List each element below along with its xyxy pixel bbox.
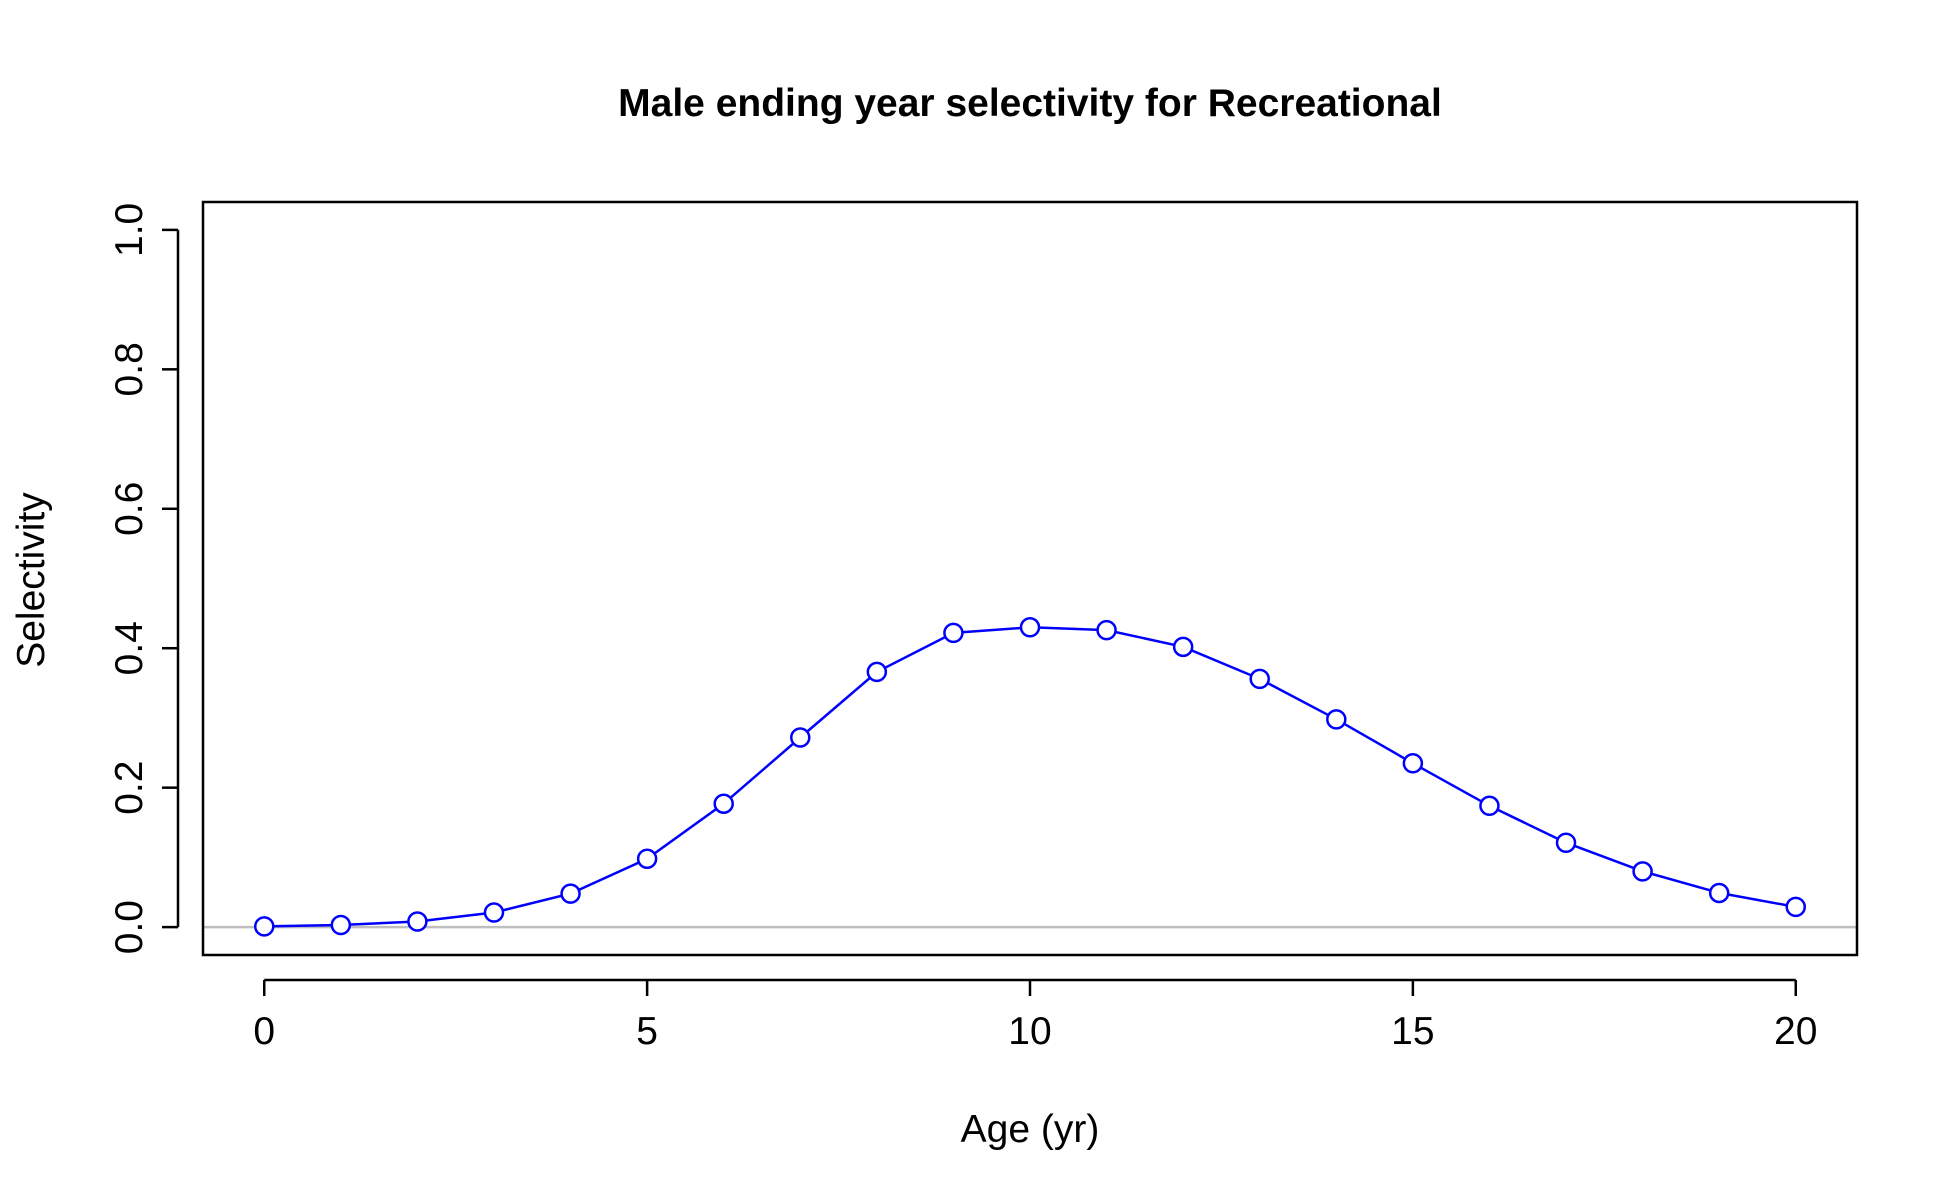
data-point: [1019, 617, 1041, 638]
data-point: [1172, 636, 1194, 658]
x-tick-label: 5: [636, 1010, 658, 1053]
chart-title: Male ending year selectivity for Recreat…: [618, 82, 1442, 125]
y-tick-label: 0.2: [108, 761, 151, 815]
data-point: [330, 914, 352, 936]
y-tick-label: 0.0: [108, 900, 151, 954]
data-point: [636, 848, 658, 870]
data-point: [1632, 861, 1653, 882]
data-point: [1249, 668, 1270, 690]
x-axis: 0 5 10 15 20: [253, 978, 1817, 1053]
data-point: [1555, 832, 1577, 853]
y-tick-label: 1.0: [108, 203, 151, 257]
y-axis-label: Selectivity: [10, 492, 53, 668]
data-point: [866, 661, 888, 683]
data-point: [1708, 882, 1730, 904]
data-point: [483, 902, 505, 923]
data-point: [407, 911, 428, 932]
data-point: [1096, 619, 1117, 641]
data-point: [560, 883, 581, 904]
data-point: [1785, 896, 1806, 918]
x-tick-label: 20: [1774, 1010, 1817, 1053]
plot-area: [201, 200, 1859, 957]
plot-box: [201, 200, 1859, 957]
y-tick-label: 0.8: [108, 342, 151, 396]
data-point: [1402, 753, 1424, 774]
y-axis: 0.0 0.2 0.4 0.6 0.8 1.0: [108, 203, 180, 954]
data-point: [943, 622, 964, 644]
y-ticks: 0.0 0.2 0.4 0.6 0.8 1.0: [108, 203, 178, 954]
y-tick-label: 0.4: [108, 621, 151, 675]
x-tick-label: 0: [253, 1010, 275, 1053]
data-point: [713, 793, 734, 814]
x-tick-label: 15: [1391, 1010, 1434, 1053]
data-point: [1479, 795, 1500, 817]
data-points: [254, 617, 1806, 937]
x-ticks: 0 5 10 15 20: [253, 980, 1817, 1053]
x-tick-label: 10: [1008, 1010, 1051, 1053]
data-point: [790, 727, 811, 748]
data-point: [254, 916, 275, 937]
data-point: [1326, 709, 1347, 730]
y-tick-label: 0.6: [108, 482, 151, 536]
x-axis-label: Age (yr): [961, 1108, 1100, 1151]
